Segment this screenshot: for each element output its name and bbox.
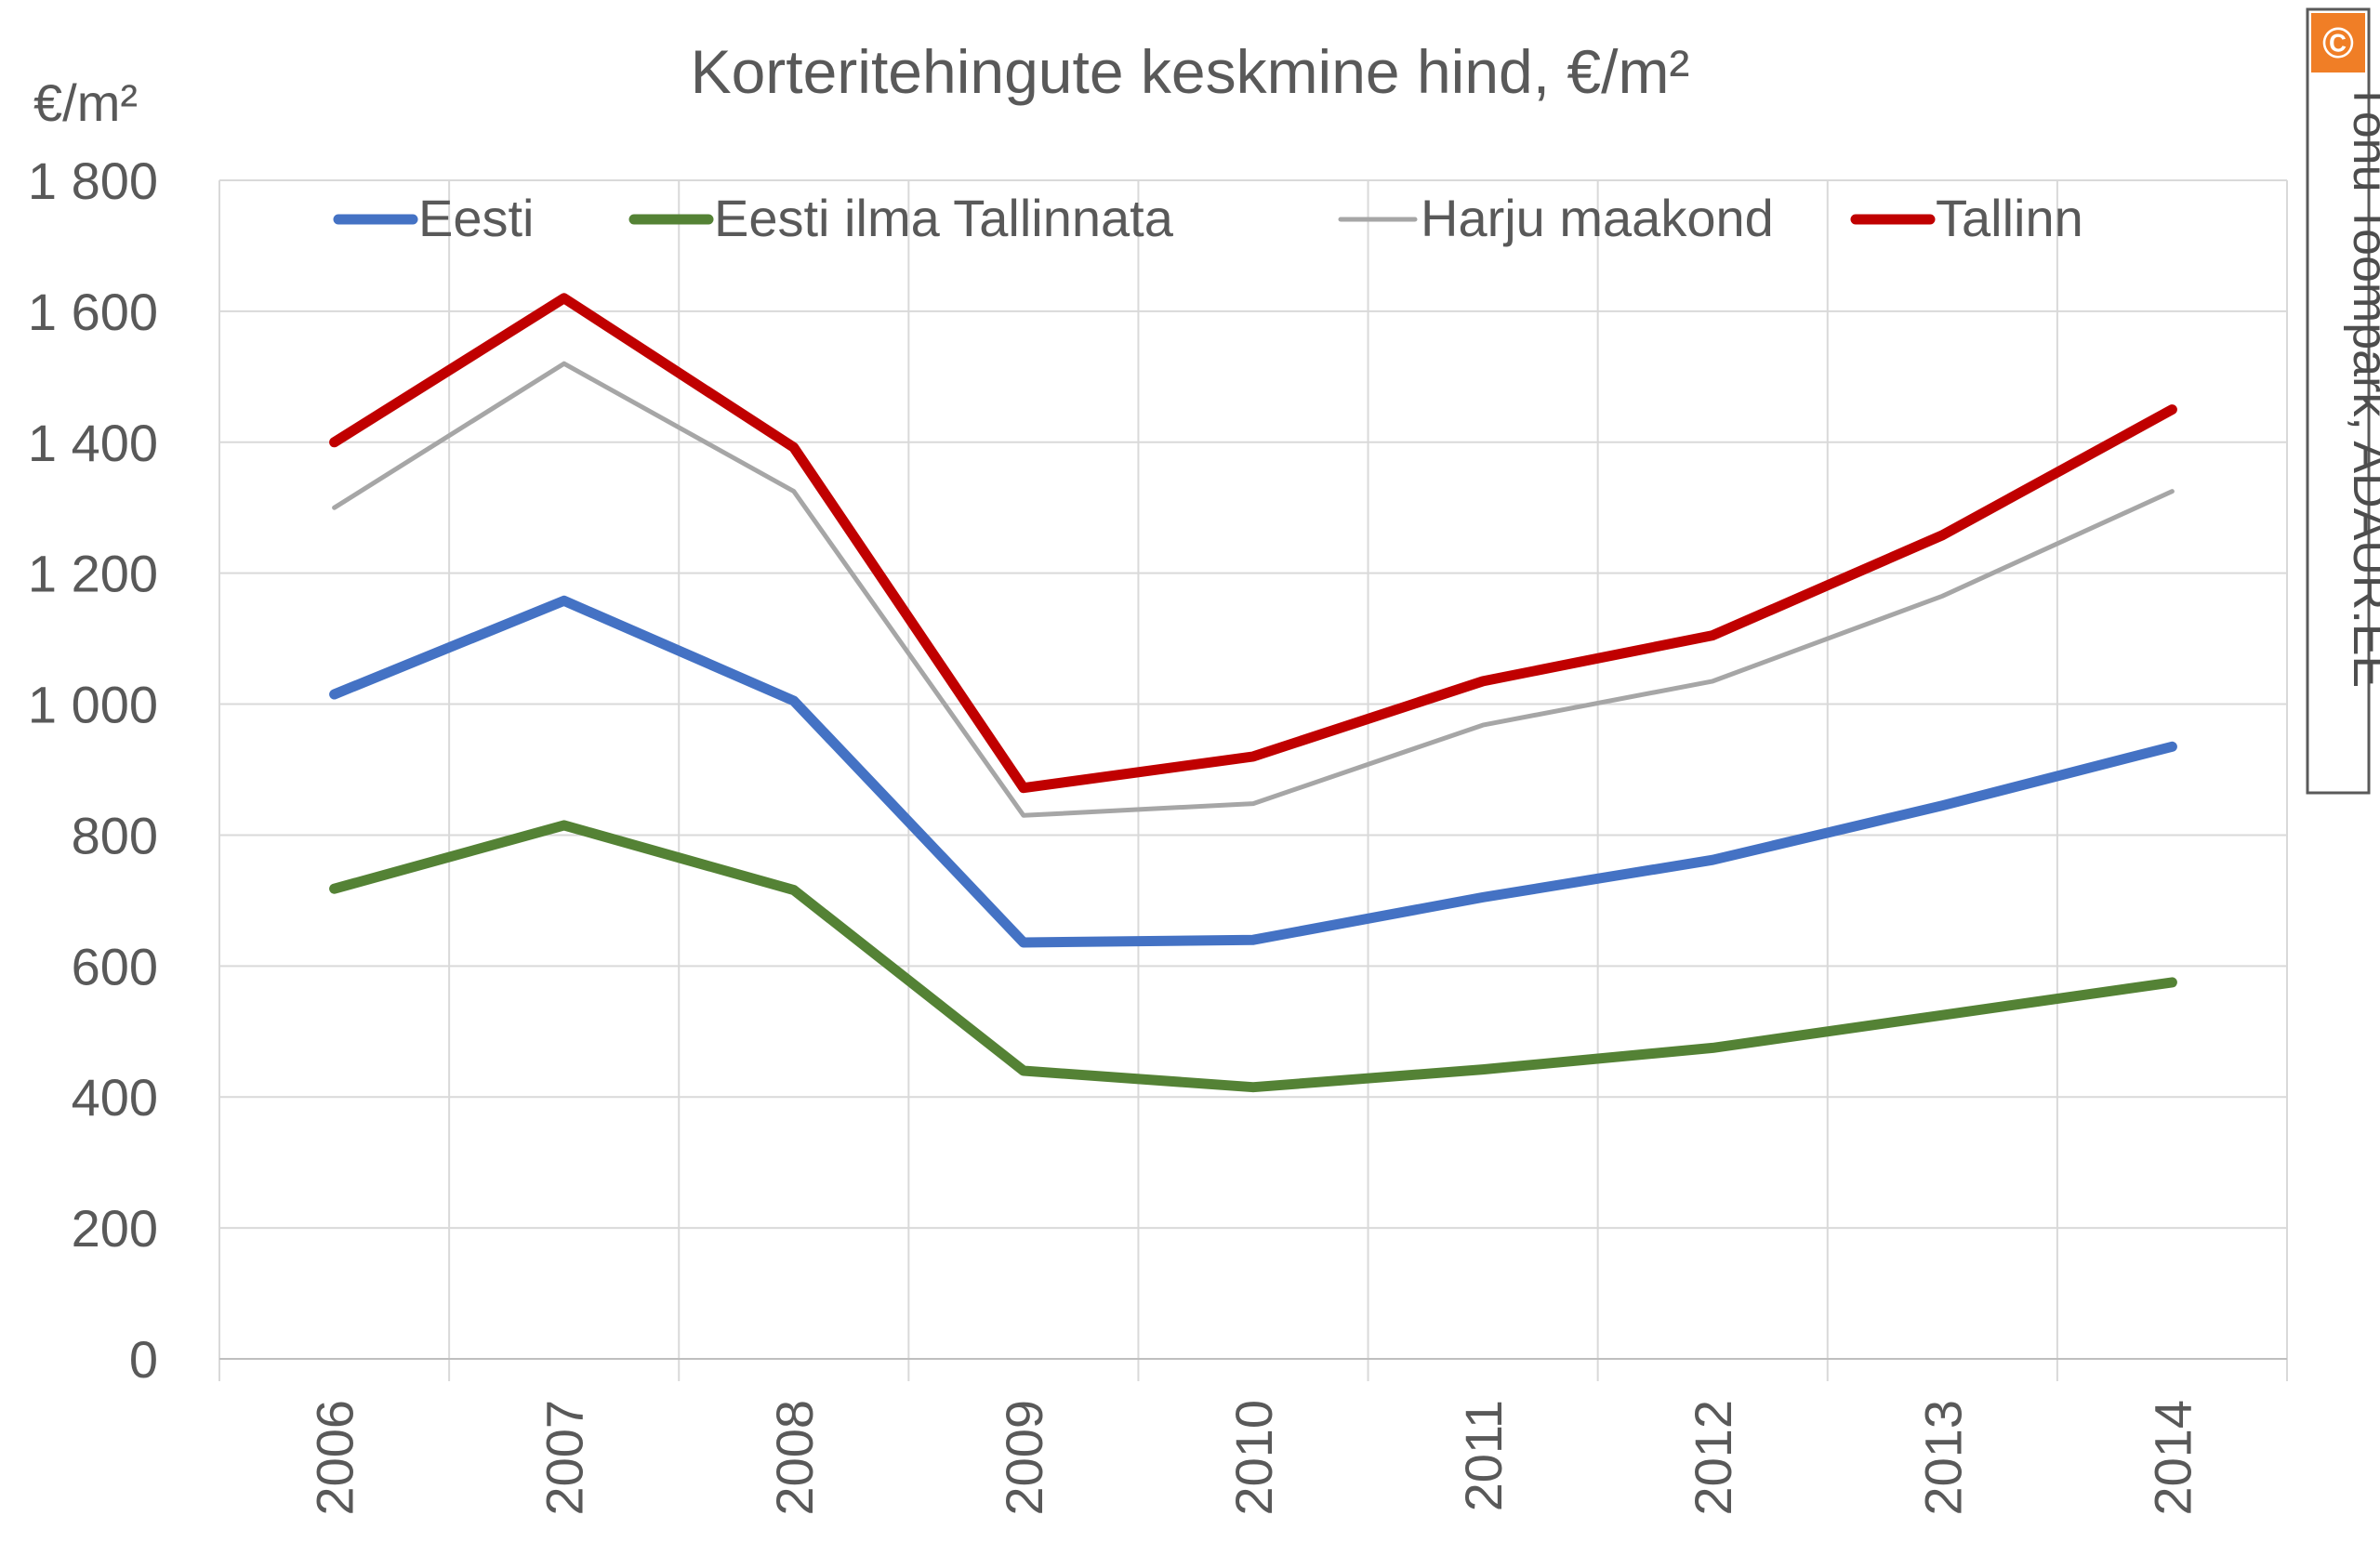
y-tick-labels: 0 200 400 600 800 1 000 1 200 1 400 1 600 1 800 [28,152,158,1389]
gridlines [218,179,2288,1381]
y-axis-unit: €/m² [33,73,138,132]
y-tick-label: 1 400 [28,414,158,472]
y-tick-label: 1 600 [28,283,158,341]
y-tick-label: 200 [72,1199,158,1258]
y-tick-label: 800 [72,806,158,864]
x-tick-label: 2008 [765,1400,824,1516]
watermark-text: Tõnu Toompark, ADAUR.EE [2343,82,2380,688]
x-tick-label: 2009 [995,1400,1053,1516]
x-tick-label: 2013 [1913,1400,1972,1516]
x-tick-label: 2012 [1684,1400,1742,1516]
y-tick-label: 0 [129,1330,158,1389]
chart-title: Korteritehingute keskmine hind, €/m² [691,37,1690,106]
watermark-frame [2306,7,2371,795]
legend-label: Harju maakond [1421,189,1774,247]
x-tick-label: 2014 [2143,1400,2202,1516]
y-tick-label: 600 [72,937,158,995]
legend: Eesti Eesti ilma Tallinnata Harju maakond T… [333,189,2083,247]
x-tick-labels: 2006 2007 2008 2009 2010 2011 2012 2013 2014 [306,1400,2202,1516]
y-tick-label: 1 000 [28,676,158,734]
x-tick-label: 2011 [1454,1400,1513,1511]
series-lines [329,293,2177,1093]
legend-label: Tallinn [1936,189,2083,247]
series-line-0 [329,595,2177,948]
y-tick-label: 400 [72,1068,158,1127]
legend-label: Eesti [418,189,535,247]
x-tick-label: 2010 [1224,1400,1283,1516]
y-tick-label: 1 800 [28,152,158,210]
watermark-accent [2311,13,2365,72]
x-tick-label: 2007 [536,1400,594,1516]
watermark: © Tõnu Toompark, ADAUR.EE [2306,7,2380,795]
x-tick-label: 2006 [306,1400,364,1516]
series-line-3 [329,293,2177,794]
legend-label: Eesti ilma Tallinnata [714,189,1174,247]
series-line-2 [332,361,2175,818]
series-line-1 [329,820,2177,1093]
y-tick-label: 1 200 [28,545,158,603]
watermark-copyright-icon: © [2322,19,2354,67]
